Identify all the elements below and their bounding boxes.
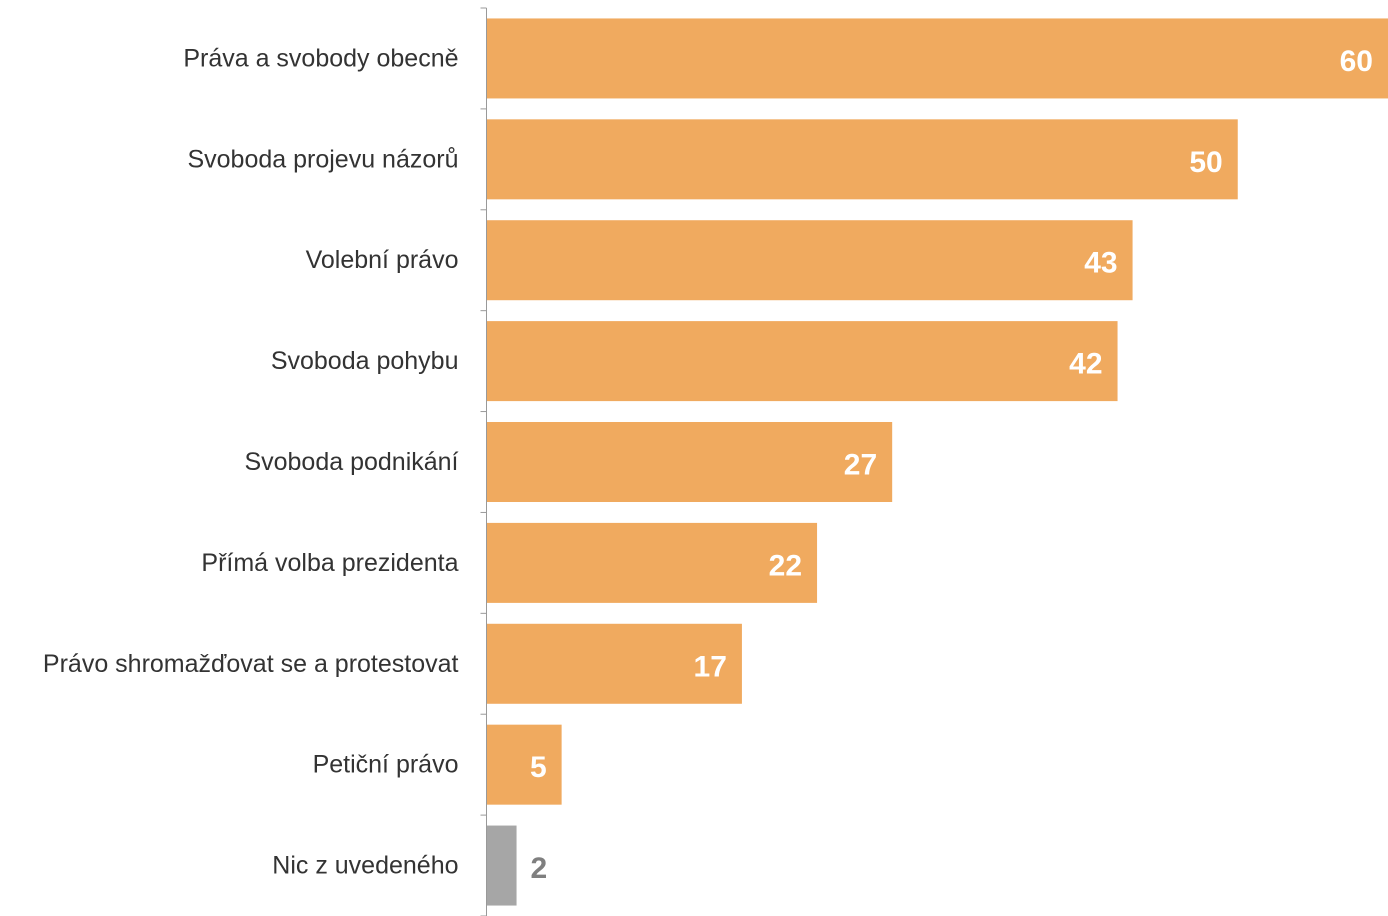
category-label: Práva a svobody obecně [183, 44, 458, 72]
category-label: Právo shromažďovat se a protestovat [43, 650, 459, 678]
data-label: 27 [844, 449, 877, 482]
bar [486, 724, 562, 805]
bar [486, 422, 893, 502]
category-label: Nic z uvedeného [272, 852, 458, 880]
bar [486, 119, 1238, 200]
value-labels-group: 60 50 43 42 27 22 17 5 2 [530, 45, 1373, 885]
bars-group [486, 18, 1388, 906]
data-label: 43 [1084, 247, 1117, 280]
data-label: 50 [1189, 146, 1222, 179]
bar [486, 220, 1133, 301]
bar [486, 18, 1388, 99]
category-label: Volební právo [306, 246, 459, 274]
data-label: 60 [1340, 45, 1373, 78]
category-labels-group: Práva a svobody obecně Svoboda projevu ná… [43, 44, 459, 879]
category-label: Svoboda pohybu [271, 347, 459, 375]
category-label: Přímá volba prezidenta [201, 549, 458, 577]
bar [486, 321, 1118, 402]
data-label: 22 [769, 549, 802, 582]
bar [486, 825, 517, 906]
category-label: Petiční právo [313, 751, 459, 779]
axis-ticks-group [480, 7, 487, 916]
bar [486, 623, 742, 704]
category-label: Svoboda projevu názorů [187, 145, 458, 173]
bar [486, 522, 818, 603]
data-label: 5 [530, 751, 547, 784]
data-label: 2 [531, 852, 548, 885]
category-label: Svoboda podnikání [244, 448, 458, 476]
data-label: 42 [1069, 348, 1102, 381]
data-label: 17 [694, 650, 727, 683]
